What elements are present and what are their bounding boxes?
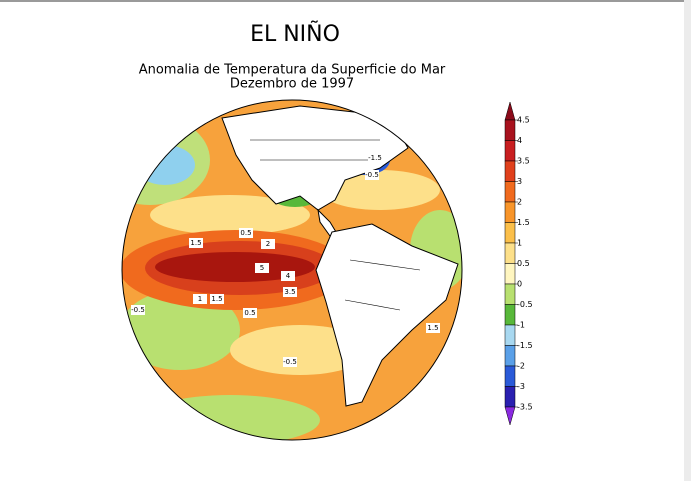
colorbar-segment [504, 324, 516, 346]
contour-label-bg [283, 287, 297, 297]
contour-label: 1.5 [190, 239, 201, 247]
colorbar-label: 0 [517, 280, 522, 289]
colorbar-label: 2 [517, 198, 522, 207]
subtitle: Anomalia de Temperatura da Superficie do… [139, 63, 446, 78]
contour-label-bg [261, 239, 275, 249]
colorbar-segment [504, 160, 516, 182]
colorbar-segment [504, 283, 516, 305]
colorbar-segment [504, 119, 516, 141]
anomaly-patch [135, 145, 195, 185]
contour-label: 5 [260, 264, 264, 272]
anomaly-patch [230, 325, 370, 375]
contour-label: 2 [266, 240, 270, 248]
colorbar-label: -3 [517, 382, 525, 391]
anomaly-patch [150, 195, 310, 235]
colorbar-segment [504, 345, 516, 367]
contour-label-bg [365, 170, 379, 180]
borders [250, 139, 421, 311]
anomaly-patch [320, 170, 440, 210]
contour-label: 1 [198, 295, 202, 303]
anomaly-patch [140, 395, 320, 440]
colorbar-segment [504, 242, 516, 264]
contour-label-bg [368, 153, 382, 163]
colorbar-label: 1 [517, 239, 522, 248]
contour-label: -0.5 [365, 171, 379, 179]
contour-label: 1.5 [427, 324, 438, 332]
contour-label: 3.5 [284, 288, 295, 296]
colorbar-segment [504, 386, 516, 408]
colorbar-segment [504, 365, 516, 387]
contour-label: 0.5 [244, 309, 255, 317]
colorbar-label: -0.5 [517, 300, 533, 309]
south-america [315, 223, 459, 407]
colorbar-segment [504, 263, 516, 285]
colorbar-label: -3.5 [517, 403, 533, 412]
colorbar-label: -1.5 [517, 341, 533, 350]
subtitle: Dezembro de 1997 [230, 77, 354, 92]
contour-label-bg [189, 238, 203, 248]
right-edge [684, 0, 691, 481]
colorbar-segment [504, 181, 516, 203]
nino-core [155, 252, 315, 282]
contour-label: 1.5 [211, 295, 222, 303]
anomaly-patch [122, 290, 240, 370]
contour-label-bg [255, 263, 269, 273]
contour-label-bg [131, 305, 145, 315]
colorbar: 4.5 4 3.5 3 2 1.5 1 0.5 0 -0.5 -1 -1.5 -2 -3 -3.5 [504, 101, 533, 426]
contour-label-bg [283, 357, 297, 367]
colorbar-label: 3.5 [517, 157, 530, 166]
globe-outline [121, 99, 463, 441]
colorbar-label: 4.5 [517, 116, 530, 125]
contour-label-bg [426, 323, 440, 333]
contour-label: -0.5 [283, 358, 297, 366]
contour-label-bg [193, 294, 207, 304]
colorbar-label: -2 [517, 362, 525, 371]
contour-label-bg [239, 228, 253, 238]
colorbar-label: 1.5 [517, 218, 530, 227]
colorbar-segment [504, 222, 516, 244]
contour-label-bg [243, 308, 257, 318]
contour-label-bg [210, 294, 224, 304]
contour-label-bg [281, 271, 295, 281]
colorbar-arrow [504, 101, 516, 121]
contour-label: 0.5 [240, 229, 251, 237]
colorbar-segment [504, 201, 516, 223]
contour-label: 4 [286, 272, 291, 280]
colorbar-segment [504, 304, 516, 326]
colorbar-label: 3 [517, 177, 522, 186]
colorbar-label: 0.5 [517, 259, 530, 268]
title: EL NIÑO [250, 20, 340, 47]
colorbar-label: -1 [517, 321, 525, 330]
contour-labels: 5 4 3.5 2 1.5 1.5 1 0.5 -0.5 -0.5 -1.5 -0.5 0.5 1.5 [131, 153, 440, 367]
colorbar-label: 4 [517, 136, 522, 145]
colorbar-segment [504, 140, 516, 162]
colorbar-arrow [504, 406, 516, 426]
contour-label: -1.5 [368, 154, 382, 162]
contour-label: -0.5 [131, 306, 145, 314]
